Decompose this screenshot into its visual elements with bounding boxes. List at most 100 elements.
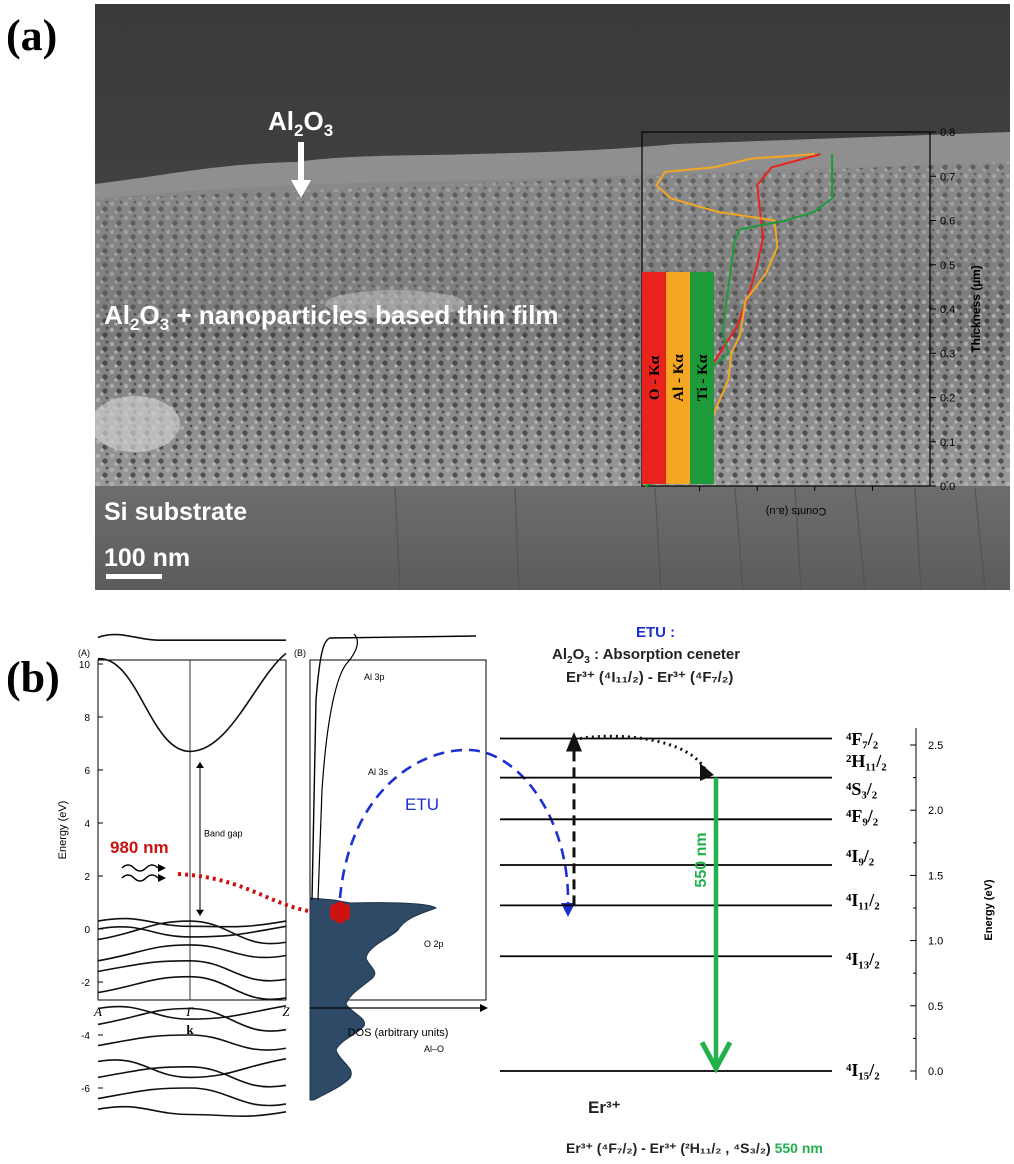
conduction-band-2 [97, 633, 286, 641]
relaxation-arrowhead [700, 763, 714, 781]
eds-y-tick-label: 0.7 [940, 171, 955, 183]
band-y-tick-label: -6 [81, 1084, 90, 1095]
band-x-tick-label: Γ [185, 1004, 194, 1019]
band-y-tick-label: 10 [79, 660, 91, 671]
eds-line-profile-chart: 0.0 0.1 0.2 0.3 0.4 0.5 0.6 0.7 0.8 Thickness (µm… [641, 127, 983, 517]
band-gap-arrowhead-bottom [196, 909, 204, 916]
eds-legend-label-2: Al - Kα [671, 354, 687, 402]
dos-x-axis-label: DOS (arbitrary units) [348, 1027, 449, 1039]
scale-bar [106, 574, 162, 579]
etu-label: ETU [405, 795, 439, 814]
dos-valence-fill [309, 897, 437, 1101]
al2o3-top-label: Al2O3 [268, 106, 334, 141]
laser-excitation-path [177, 872, 323, 915]
bottom-caption: Er³⁺ (⁴F₇/₂) - Er³⁺ (²H₁₁/₂ , ⁴S₃/₂) 550… [566, 1140, 823, 1156]
band-y-tick-label: 0 [84, 925, 90, 936]
valence-band-10 [97, 1058, 287, 1079]
sem-micrograph [95, 4, 1010, 590]
valence-band-6 [97, 975, 287, 1000]
energy-axis-tick-label: 2.5 [928, 740, 943, 752]
valence-band-13 [97, 1105, 287, 1118]
valence-band-7 [97, 1005, 287, 1020]
band-y-tick-label: -2 [81, 978, 90, 989]
band-y-tick-label: -4 [81, 1031, 90, 1042]
energy-level-label-7: ⁴I₁₃/₂ [846, 949, 880, 969]
energy-axis-tick-label: 2.0 [928, 805, 943, 817]
photon-arrowhead-1 [158, 864, 166, 872]
energy-axis-tick-label: 1.5 [928, 870, 943, 882]
energy-diagram: (A) 10 8 6 4 2 0 -2 -4 -6 Energy (eV) A Γ Zk Band gap 9… [57, 633, 995, 1118]
upconversion-arrowhead [566, 731, 582, 752]
etu-transfer-path [338, 748, 570, 906]
energy-axis-label: Energy (eV) [983, 879, 995, 940]
photon-wave-1 [121, 864, 159, 872]
photon-wave-2 [121, 874, 159, 882]
eds-y-axis-label: Thickness (µm) [969, 265, 983, 353]
panel-a-letter: (a) [6, 11, 58, 60]
eds-y-tick-label: 0.6 [940, 216, 955, 228]
dos-conduction-curve-2 [317, 633, 358, 901]
eds-y-tick-label: 0.4 [940, 304, 955, 316]
dos-label-3: O 2p [424, 939, 444, 949]
band-x-tick-label: A [93, 1004, 102, 1019]
valence-band-11 [97, 1065, 287, 1088]
conduction-band-1 [97, 652, 287, 753]
film-label: Al2O3 + nanoparticles based thin film [104, 300, 559, 335]
dos-conduction-curve-1 [311, 635, 477, 901]
etu-arrowhead [561, 903, 575, 917]
down-arrow-icon [291, 142, 311, 198]
eds-x-axis-label: Counts (a.u) [766, 505, 827, 517]
dos-x-arrowhead [480, 1004, 488, 1012]
band-gap-arrowhead-top [196, 762, 204, 769]
valence-band-1 [97, 917, 287, 928]
band-frame [97, 659, 287, 1001]
valence-band-4 [97, 944, 287, 962]
energy-level-label-5: ⁴I₉/₂ [846, 846, 874, 866]
sem-image [95, 4, 1010, 590]
absorption-center-line: Al2O3 : Absorption ceneter [552, 646, 741, 666]
dos-label-4: Al–O [424, 1044, 444, 1054]
band-y-tick-label: 2 [84, 872, 90, 883]
band-x-axis-label: k [186, 1022, 194, 1037]
energy-axis-tick-label: 1.0 [928, 936, 943, 948]
dos-label-2: Al 3s [368, 767, 389, 777]
eds-legend-swatch-2 [666, 272, 690, 484]
dos-label-1: Al 3p [364, 672, 385, 682]
band-y-tick-label: 8 [84, 713, 90, 724]
band-curves [97, 633, 287, 1118]
energy-level-label-8: ⁴I₁₅/₂ [846, 1060, 880, 1080]
eds-y-tick-label: 0.2 [940, 393, 955, 405]
eds-y-tick-label: 0.3 [940, 348, 955, 360]
eds-y-tick-label: 0.8 [940, 127, 955, 139]
eds-y-tick-label: 0.5 [940, 260, 955, 272]
band-gap-label: Band gap [204, 828, 243, 838]
laser-wavelength-label: 980 nm [110, 838, 169, 857]
eds-legend-label-3: Ti - Kα [695, 354, 711, 401]
valence-band-9 [97, 1034, 287, 1051]
emission-wavelength-label: 550 nm [693, 832, 710, 887]
dos-tag: (B) [294, 648, 306, 658]
transition-line: Er³⁺ (⁴I₁₁/₂) - Er³⁺ (⁴F₇/₂) [566, 669, 734, 686]
eds-legend-label-1: O - Kα [647, 355, 663, 400]
energy-level-label-2: ²H₁₁/₂ [846, 751, 887, 771]
eds-legend-swatch-1 [642, 272, 666, 484]
valence-band-2 [97, 925, 287, 938]
band-x-tick-label: Z [282, 1004, 290, 1019]
energy-level-label-4: ⁴F₉/₂ [846, 806, 878, 826]
band-y-tick-label: 4 [84, 819, 90, 830]
eds-legend-swatch-3 [690, 272, 714, 484]
energy-level-label-1: ⁴F₇/₂ [846, 729, 878, 749]
panel-b-letter: (b) [6, 653, 60, 702]
valence-band-12 [97, 1087, 287, 1107]
energy-axis-tick-label: 0.0 [928, 1066, 943, 1078]
photon-arrowhead-2 [158, 874, 166, 882]
scale-bar-label: 100 nm [104, 544, 191, 572]
eds-y-tick-label: 0.1 [940, 437, 955, 449]
energy-level-label-3: ⁴S₃/₂ [846, 779, 877, 799]
valence-band-3 [97, 920, 287, 945]
band-y-axis-label: Energy (eV) [57, 801, 69, 860]
valence-band-5 [97, 959, 287, 982]
energy-axis-tick-label: 0.5 [928, 1001, 943, 1013]
photon-wave-icon [121, 864, 159, 882]
valence-band-8 [97, 1007, 287, 1032]
